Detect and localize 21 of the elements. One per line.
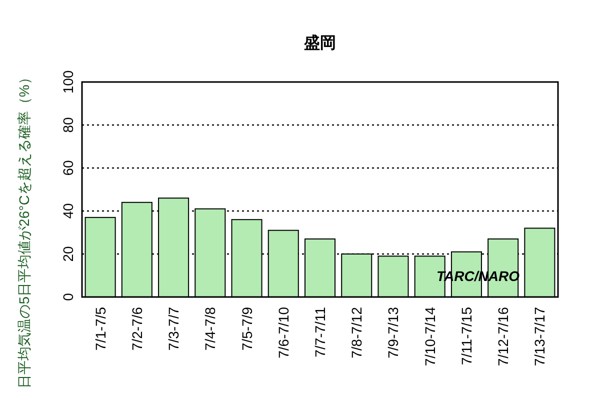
x-tick-label: 7/4-7/8 (202, 306, 218, 351)
x-tick-label: 7/10-7/14 (422, 306, 438, 366)
x-tick-label: 7/12-7/16 (495, 306, 512, 366)
x-tick-label: 7/5-7/9 (238, 306, 255, 351)
x-tick-label: 7/9-7/13 (385, 306, 402, 358)
x-tick-label: 7/7-7/11 (312, 306, 328, 358)
chart-title: 盛岡 (303, 34, 336, 52)
x-tick-label: 7/8-7/12 (348, 306, 365, 358)
y-tick-label: 100 (60, 70, 76, 94)
y-tick-label: 60 (60, 160, 76, 176)
x-tick-label: 7/13-7/17 (532, 306, 548, 366)
x-tick-label: 7/6-7/10 (275, 306, 292, 358)
y-tick-label: 20 (60, 246, 76, 262)
y-tick-label: 0 (60, 292, 76, 301)
x-tick-label: 7/1-7/5 (92, 306, 108, 351)
x-tick-label: 7/3-7/7 (166, 306, 182, 351)
x-tick-label: 7/2-7/6 (128, 306, 145, 351)
x-tick-label: 7/11-7/15 (458, 306, 474, 366)
y-axis-title: 日平均気温の5日平均値が26°Cを超える確率（%） (16, 70, 32, 388)
y-tick-label: 40 (60, 203, 76, 219)
y-tick-label: 80 (60, 117, 76, 133)
